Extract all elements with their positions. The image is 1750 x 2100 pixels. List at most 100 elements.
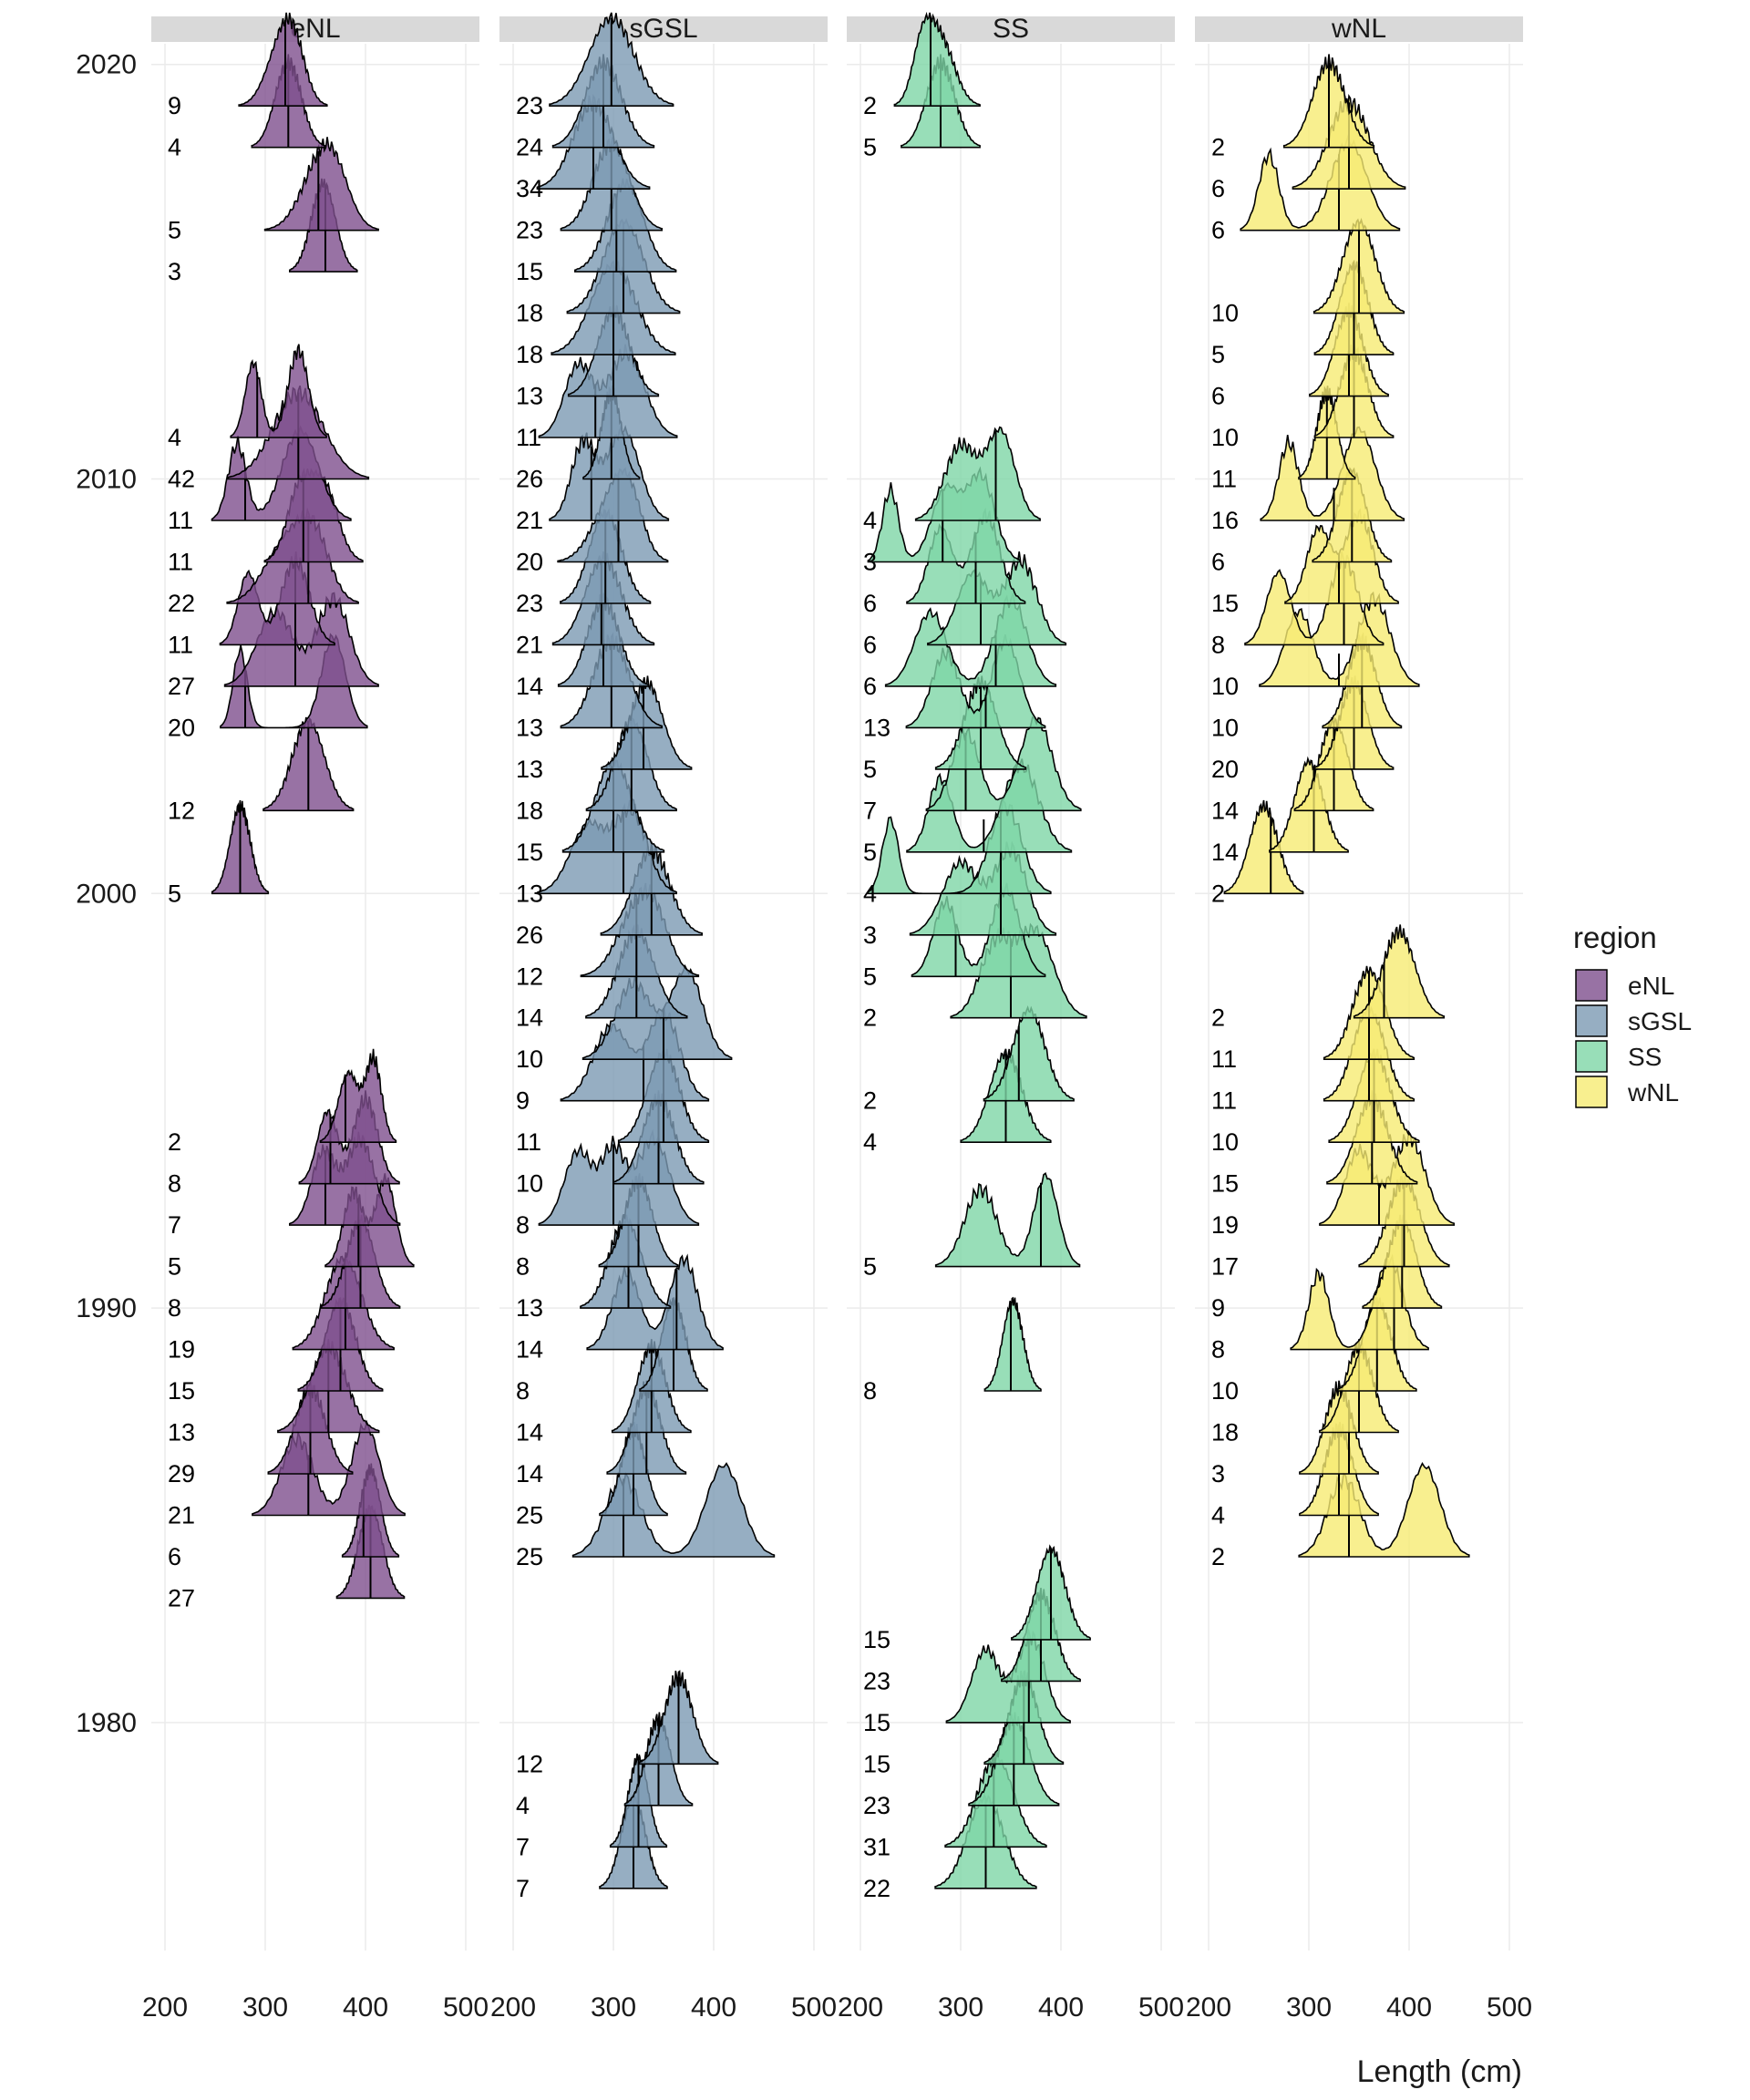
- count-label: 9: [1211, 1294, 1225, 1322]
- facet-label: SS: [993, 14, 1029, 44]
- count-label: 8: [1211, 631, 1225, 658]
- count-label: 4: [516, 1792, 530, 1819]
- facet-strip: [151, 16, 479, 42]
- count-label: 15: [516, 839, 543, 866]
- count-label: 7: [516, 1833, 530, 1860]
- count-label: 25: [516, 1543, 543, 1570]
- count-label: 26: [516, 921, 543, 949]
- count-label: 21: [516, 631, 543, 658]
- count-label: 5: [863, 756, 877, 783]
- x-tick-label: 400: [691, 1992, 736, 2023]
- legend-label-sGSL: sGSL: [1628, 1007, 1692, 1035]
- legend-title: region: [1573, 921, 1657, 954]
- count-label: 8: [516, 1253, 530, 1281]
- count-label: 2: [1211, 1543, 1225, 1570]
- legend-swatch-sGSL: [1575, 1004, 1608, 1037]
- count-label: 13: [863, 714, 890, 741]
- legend-swatch-wNL: [1575, 1076, 1608, 1108]
- count-label: 15: [516, 258, 543, 285]
- count-label: 14: [516, 673, 543, 700]
- count-label: 27: [168, 1584, 195, 1611]
- panel-sGSL: sGSL 7 7 4 12 25 25 14 14 8 14 13 8 8 10 11 9 10 14 12 26 13 1…: [490, 12, 837, 2023]
- facet-strip: [847, 16, 1175, 42]
- count-label: 29: [168, 1460, 195, 1488]
- count-label: 9: [168, 92, 181, 119]
- legend-items: eNL sGSL SS wNL: [1575, 969, 1692, 1108]
- facet-label: wNL: [1331, 14, 1386, 44]
- x-tick-label: 200: [1186, 1992, 1231, 2023]
- count-label: 10: [516, 1045, 543, 1073]
- count-label: 11: [168, 548, 193, 575]
- count-label: 20: [168, 714, 195, 741]
- count-label: 6: [863, 673, 877, 700]
- count-label: 14: [516, 1419, 543, 1446]
- count-label: 8: [1211, 1336, 1225, 1364]
- count-label: 10: [1211, 673, 1239, 700]
- ridge-sGSL-1989: [586, 1253, 724, 1351]
- ridge-wNL-1984: [1298, 1461, 1470, 1558]
- count-label: 4: [168, 424, 181, 451]
- count-label: 23: [516, 590, 543, 617]
- count-label: 13: [168, 1419, 195, 1446]
- legend-swatch-eNL: [1575, 969, 1608, 1002]
- count-label: 15: [863, 1626, 890, 1653]
- x-tick-label: 300: [591, 1992, 636, 2023]
- y-tick-label: 1990: [76, 1293, 137, 1323]
- count-label: 11: [516, 424, 541, 451]
- count-label: 27: [168, 673, 195, 700]
- count-label: 11: [1211, 1045, 1237, 1073]
- count-label: 5: [168, 217, 181, 244]
- count-label: 23: [516, 92, 543, 119]
- x-tick-label: 400: [343, 1992, 388, 2023]
- ridge-eNL-2005: [223, 592, 379, 687]
- count-label: 9: [516, 1087, 530, 1115]
- panel-wNL: wNL 2 4 3 18 10 8 9 17 19 15 10 11 11 2 2 14 14 20 10 10 8 15 6…: [1186, 14, 1532, 2023]
- facet-label: sGSL: [629, 14, 697, 44]
- count-label: 2: [1211, 134, 1225, 161]
- x-tick-label: 400: [1038, 1992, 1084, 2023]
- ridge-SS-2019: [893, 11, 981, 107]
- count-label: 34: [516, 175, 543, 202]
- x-tick-label: 500: [791, 1992, 837, 2023]
- count-label: 18: [516, 300, 543, 327]
- count-label: 3: [1211, 1460, 1225, 1488]
- count-label: 6: [1211, 548, 1225, 575]
- legend: region eNL sGSL SS wNL: [1573, 921, 1692, 1108]
- count-label: 15: [863, 1750, 890, 1777]
- count-label: 6: [168, 1543, 181, 1570]
- count-label: 2: [863, 92, 877, 119]
- y-tick-label: 2010: [76, 465, 137, 495]
- count-label: 10: [1211, 424, 1239, 451]
- count-label: 22: [168, 590, 195, 617]
- ridge-sGSL-1984: [571, 1462, 776, 1558]
- count-label: 13: [516, 714, 543, 741]
- count-label: 11: [1211, 466, 1237, 493]
- x-axis-label: Length (cm): [1357, 2054, 1522, 2089]
- count-label: 10: [1211, 714, 1239, 741]
- count-label: 14: [1211, 797, 1239, 824]
- count-label: 7: [863, 797, 877, 824]
- count-label: 16: [1211, 507, 1239, 534]
- x-tick-label: 500: [1487, 1992, 1532, 2023]
- count-label: 12: [516, 962, 543, 990]
- facet-strip: [499, 16, 828, 42]
- count-label: 31: [863, 1833, 890, 1860]
- ridge-eNL-1985: [252, 1419, 406, 1517]
- count-label: 2: [863, 1087, 877, 1115]
- count-label: 13: [516, 756, 543, 783]
- count-label: 10: [516, 1170, 543, 1198]
- count-label: 7: [516, 1875, 530, 1902]
- count-label: 5: [168, 1253, 181, 1281]
- count-label: 4: [863, 1128, 877, 1156]
- count-label: 8: [516, 1211, 530, 1239]
- count-label: 6: [863, 631, 877, 658]
- count-label: 13: [516, 880, 543, 907]
- count-label: 26: [516, 466, 543, 493]
- ridge-SS-1988: [983, 1296, 1042, 1392]
- ridge-wNL-1997: [1353, 924, 1446, 1019]
- count-label: 7: [168, 1211, 181, 1239]
- count-label: 8: [168, 1170, 181, 1198]
- ridge-eNL-2016: [263, 137, 379, 232]
- count-label: 14: [1211, 839, 1239, 866]
